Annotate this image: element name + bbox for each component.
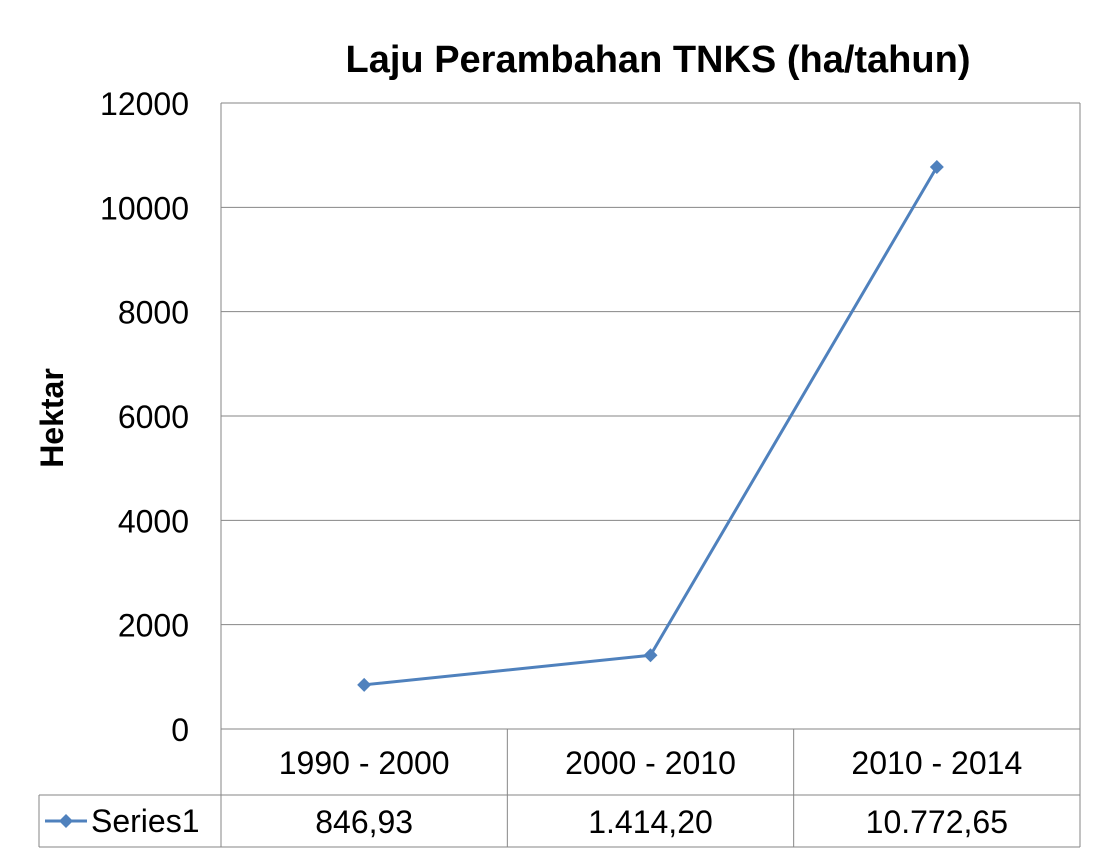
data-table-value: 1.414,20 [588,804,713,840]
category-label: 1990 - 2000 [279,745,450,781]
data-table-value: 10.772,65 [866,804,1008,840]
category-label: 2000 - 2010 [565,745,736,781]
y-axis-label: Hektar [34,368,70,468]
y-tick-label: 0 [171,712,189,748]
data-point-marker [929,160,944,175]
data-point-marker [357,677,372,692]
y-axis-ticks: 0 2000 4000 6000 8000 10000 12000 [100,86,189,748]
series-layer [357,160,944,692]
series-line-Series1 [364,166,939,687]
y-tick-label: 2000 [118,608,189,644]
legend-diamond-icon [59,814,73,828]
data-point-marker [643,648,658,663]
y-tick-label: 6000 [118,399,189,435]
y-tick-label: 12000 [100,86,189,122]
chart-title: Laju Perambahan TNKS (ha/tahun) [346,39,971,81]
y-tick-label: 8000 [118,295,189,331]
legend-series-name: Series1 [91,803,200,839]
gridlines [221,102,1080,730]
y-tick-label: 10000 [100,190,189,226]
data-table-value: 846,93 [315,804,413,840]
data-table: 1990 - 2000 2000 - 2010 2010 - 2014 Series1… [38,103,1081,848]
category-label: 2010 - 2014 [851,745,1022,781]
y-tick-label: 4000 [118,503,189,539]
